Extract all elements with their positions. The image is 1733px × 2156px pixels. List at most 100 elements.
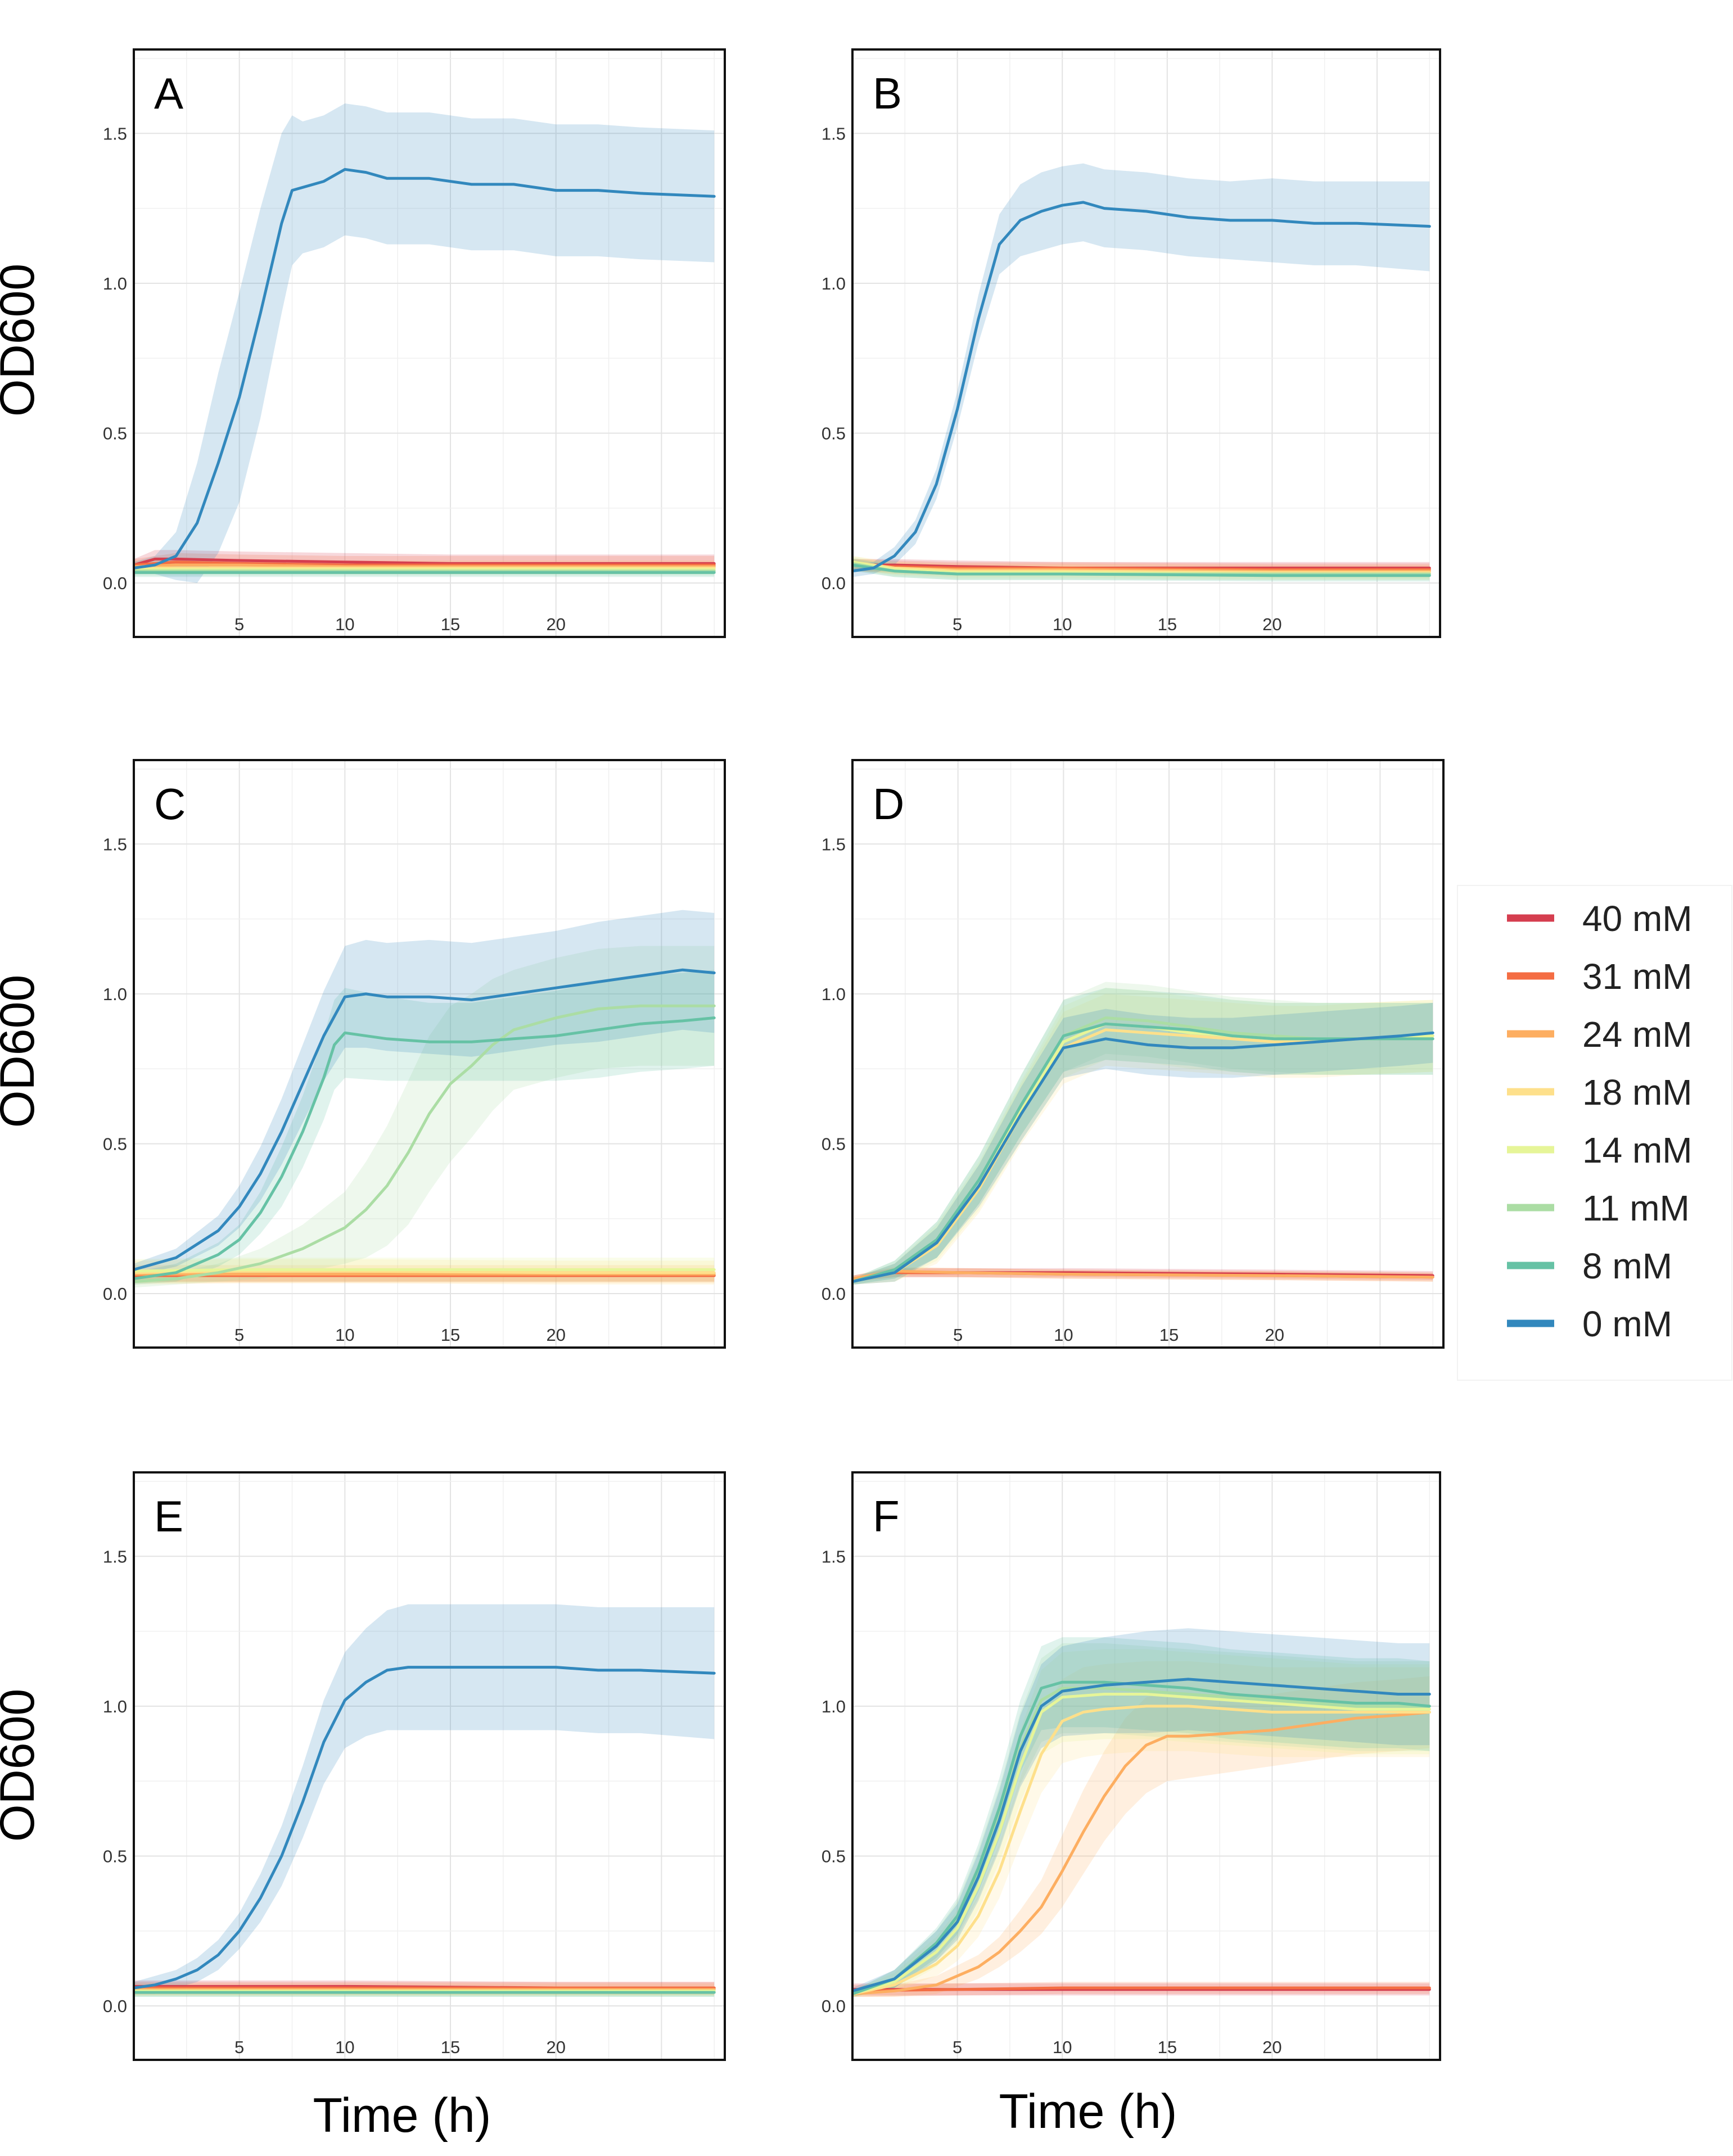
sd-band-11-mm bbox=[134, 946, 715, 1288]
series-line-0-mm bbox=[852, 201, 1431, 573]
panel-frame bbox=[133, 48, 726, 638]
y-axis-title-row-2: OD600 bbox=[0, 975, 44, 1128]
x-tick-label: 15 bbox=[441, 2037, 460, 2057]
x-tick-label: 10 bbox=[335, 1325, 354, 1345]
axis-ticks: 5 10 15 20 0.0 0.5 1.0 1.5 bbox=[822, 834, 1284, 1345]
y-tick-label: 1.5 bbox=[822, 1547, 846, 1566]
y-tick-label: 0.5 bbox=[103, 423, 127, 443]
panel-frame bbox=[133, 1471, 726, 2061]
x-tick-label: 20 bbox=[546, 1325, 565, 1345]
y-tick-label: 1.0 bbox=[103, 984, 127, 1004]
plot-area bbox=[852, 163, 1431, 582]
y-tick-label: 1.5 bbox=[103, 1547, 127, 1566]
gridlines bbox=[134, 49, 725, 637]
y-tick-label: 0.5 bbox=[103, 1846, 127, 1866]
series-line-8-mm bbox=[134, 1016, 716, 1280]
series-line-24-mm bbox=[134, 563, 716, 568]
series-lines bbox=[134, 168, 716, 574]
chart-panels: 5 10 15 20 0.0 0.5 1.0 1.5 A 5 10 15 20 0.0 0.5 1.0 1.5 B… bbox=[103, 48, 1445, 2061]
sd-band-18-mm bbox=[852, 1661, 1430, 1997]
sd-band-11-mm bbox=[852, 1643, 1430, 1997]
y-tick-label: 1.0 bbox=[822, 274, 846, 293]
x-tick-label: 5 bbox=[953, 614, 962, 634]
y-tick-label: 0.0 bbox=[103, 1284, 127, 1304]
x-tick-label: 5 bbox=[953, 1325, 963, 1345]
gridlines bbox=[852, 49, 1440, 637]
sd-band-0-mm bbox=[852, 1002, 1433, 1285]
series-line-31-mm bbox=[852, 1986, 1431, 1992]
panel-frame bbox=[851, 48, 1441, 638]
series-lines bbox=[852, 1678, 1431, 1996]
legend-box bbox=[1457, 885, 1732, 1381]
y-tick-label: 0.5 bbox=[103, 1134, 127, 1154]
sd-band-11-mm bbox=[852, 982, 1433, 1285]
x-tick-label: 5 bbox=[953, 2037, 962, 2057]
sd-band-0-mm bbox=[134, 1604, 715, 1994]
legend-label: 11 mM bbox=[1582, 1188, 1690, 1228]
legend-label: 14 mM bbox=[1582, 1130, 1693, 1170]
sd-band-0-mm bbox=[852, 163, 1430, 577]
legend-label: 8 mM bbox=[1582, 1246, 1672, 1286]
series-line-18-mm bbox=[852, 1705, 1431, 1996]
axis-ticks: 5 10 15 20 0.0 0.5 1.0 1.5 bbox=[822, 1547, 1282, 2057]
series-line-18-mm bbox=[134, 1269, 716, 1274]
panel-letter: F bbox=[873, 1491, 900, 1541]
sd-band-18-mm bbox=[852, 993, 1433, 1285]
y-tick-label: 1.5 bbox=[822, 834, 846, 854]
y-tick-label: 0.0 bbox=[103, 573, 127, 593]
axis-ticks: 5 10 15 20 0.0 0.5 1.0 1.5 bbox=[822, 124, 1282, 634]
y-tick-label: 1.0 bbox=[822, 984, 846, 1004]
sd-band-0-mm bbox=[852, 1628, 1430, 1994]
x-tick-label: 20 bbox=[1262, 2037, 1281, 2057]
y-tick-label: 0.0 bbox=[822, 573, 846, 593]
x-tick-label: 10 bbox=[1054, 1325, 1073, 1345]
plot-background bbox=[852, 760, 1443, 1348]
series-line-40-mm bbox=[134, 557, 716, 567]
y-tick-label: 1.0 bbox=[822, 1697, 846, 1716]
y-tick-label: 1.5 bbox=[103, 834, 127, 854]
plot-background bbox=[852, 49, 1440, 637]
y-tick-label: 0.5 bbox=[822, 423, 846, 443]
x-tick-label: 5 bbox=[234, 614, 244, 634]
plot-area bbox=[852, 1628, 1431, 1997]
x-tick-label: 15 bbox=[1158, 614, 1177, 634]
series-lines bbox=[134, 968, 716, 1283]
x-tick-label: 10 bbox=[1053, 2037, 1072, 2057]
plot-background bbox=[134, 760, 725, 1348]
panel-letter: A bbox=[154, 69, 183, 118]
y-tick-label: 1.5 bbox=[822, 124, 846, 143]
legend: 40 mM 31 mM 24 mM 18 mM 14 mM 11 mM 8 mM 0 mM bbox=[1457, 885, 1732, 1381]
panel-frame bbox=[851, 759, 1445, 1349]
panel-c: 5 10 15 20 0.0 0.5 1.0 1.5 C bbox=[103, 759, 726, 1349]
panel-letter: C bbox=[154, 779, 186, 829]
y-axis-title-row-3: OD600 bbox=[0, 1689, 44, 1842]
x-tick-label: 20 bbox=[1262, 614, 1281, 634]
y-tick-label: 0.0 bbox=[103, 1996, 127, 2016]
series-line-0-mm bbox=[134, 968, 716, 1271]
axis-ticks: 5 10 15 20 0.0 0.5 1.0 1.5 bbox=[103, 124, 566, 634]
legend-label: 24 mM bbox=[1582, 1014, 1693, 1055]
x-tick-label: 15 bbox=[1159, 1325, 1179, 1345]
y-tick-label: 0.0 bbox=[822, 1996, 846, 2016]
x-tick-label: 10 bbox=[335, 2037, 354, 2057]
series-line-31-mm bbox=[134, 561, 716, 567]
sd-band-14-mm bbox=[852, 1649, 1430, 1997]
axis-ticks: 5 10 15 20 0.0 0.5 1.0 1.5 bbox=[103, 1547, 566, 2057]
series-line-0-mm bbox=[134, 1666, 716, 1990]
plot-area bbox=[852, 982, 1434, 1285]
gridlines bbox=[134, 1472, 725, 2060]
series-lines bbox=[134, 1666, 716, 1994]
series-line-0-mm bbox=[134, 168, 716, 569]
sd-band-14-mm bbox=[852, 988, 1433, 1285]
y-tick-label: 1.0 bbox=[103, 1697, 127, 1716]
plot-area bbox=[134, 910, 716, 1288]
series-line-0-mm bbox=[852, 1678, 1431, 1992]
panel-frame bbox=[133, 759, 726, 1349]
y-axis-title-row-1: OD600 bbox=[0, 264, 44, 417]
sd-band-0-mm bbox=[134, 910, 715, 1276]
x-tick-label: 10 bbox=[335, 614, 354, 634]
series-lines bbox=[852, 1016, 1434, 1283]
x-tick-label: 20 bbox=[1265, 1325, 1284, 1345]
legend-label: 31 mM bbox=[1582, 956, 1693, 997]
panel-letter: E bbox=[154, 1491, 183, 1541]
